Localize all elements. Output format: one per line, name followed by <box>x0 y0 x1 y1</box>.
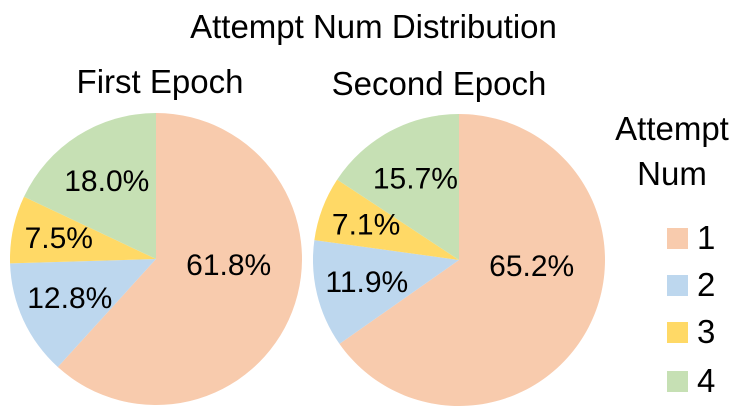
legend-title-line2: Num <box>637 155 707 192</box>
pie-slice-attempt-1 <box>339 114 605 406</box>
legend-swatch-icon <box>667 370 688 392</box>
pie-title-second-epoch: Second Epoch <box>331 65 547 102</box>
pie-slice-percent-label: 65.2% <box>489 250 574 283</box>
legend-item: 3 <box>667 313 716 350</box>
legend-item: 4 <box>667 362 716 399</box>
pie-slice-attempt-2 <box>313 240 459 344</box>
legend-title-line1: Attempt <box>615 110 729 147</box>
legend-item: 1 <box>667 219 716 256</box>
pie-slice-attempt-3 <box>314 179 459 260</box>
pie-second-epoch: 65.2% 11.9% 7.1% 15.7% <box>313 114 605 406</box>
pie-slice-percent-label: 18.0% <box>64 165 149 198</box>
legend-swatch-icon <box>667 321 688 343</box>
legend-item: 2 <box>667 266 716 303</box>
pie-slice-percent-label: 11.9% <box>325 266 408 299</box>
legend-item-label: 3 <box>697 313 716 350</box>
pie-title-first-epoch: First Epoch <box>76 63 244 100</box>
legend-item-label: 4 <box>697 362 716 399</box>
legend-title: Attempt Num <box>615 106 729 196</box>
pie-slice-percent-label: 7.1% <box>332 209 400 242</box>
pie-slice-attempt-4 <box>337 114 459 260</box>
legend-swatch-icon <box>667 227 688 249</box>
pie-slice-percent-label: 15.7% <box>373 163 458 196</box>
pie-slice-percent-label: 7.5% <box>25 222 93 255</box>
legend-item-label: 1 <box>697 219 716 256</box>
pie-first-epoch: 61.8% 12.8% 7.5% 18.0% <box>10 113 302 405</box>
legend-swatch-icon <box>667 274 688 296</box>
pie-slice-attempt-2 <box>10 259 157 368</box>
pie-slice-attempt-3 <box>10 196 156 264</box>
pie-slice-percent-label: 61.8% <box>186 249 271 282</box>
pie-slice-attempt-1 <box>57 113 302 405</box>
chart-title: Attempt Num Distribution <box>190 8 557 45</box>
legend-item-label: 2 <box>697 266 716 303</box>
pie-slice-attempt-4 <box>23 113 156 259</box>
pie-slice-percent-label: 12.8% <box>27 282 112 315</box>
